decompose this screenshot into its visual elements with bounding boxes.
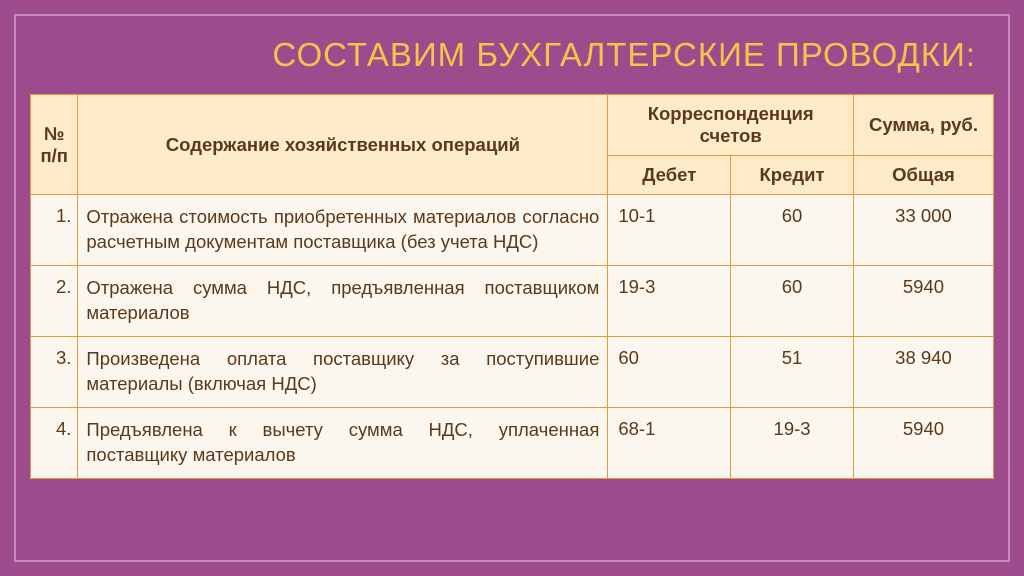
cell-credit: 60: [731, 265, 854, 336]
cell-debit: 10-1: [608, 195, 731, 266]
cell-sum: 5940: [853, 265, 993, 336]
cell-credit: 19-3: [731, 407, 854, 478]
table-row: 1. Отражена стоимость приобретенных мате…: [31, 195, 994, 266]
cell-debit: 19-3: [608, 265, 731, 336]
table-row: 4. Предъявлена к вычету сумма НДС, уплач…: [31, 407, 994, 478]
cell-sum: 5940: [853, 407, 993, 478]
cell-num: 2.: [31, 265, 78, 336]
col-header-sum: Сумма, руб.: [853, 95, 993, 156]
cell-num: 3.: [31, 336, 78, 407]
table-row: 3. Произведена оплата поставщику за пост…: [31, 336, 994, 407]
cell-sum: 33 000: [853, 195, 993, 266]
entries-table-container: № п/п Содержание хозяйственных операций …: [30, 94, 994, 479]
cell-desc: Отражена сумма НДС, предъявленная постав…: [78, 265, 608, 336]
col-header-credit: Кредит: [731, 156, 854, 195]
col-header-total: Общая: [853, 156, 993, 195]
cell-desc: Предъявлена к вычету сумма НДС, уплаченн…: [78, 407, 608, 478]
cell-desc: Отражена стоимость приобретенных материа…: [78, 195, 608, 266]
col-header-debit: Дебет: [608, 156, 731, 195]
col-header-desc: Содержание хозяйственных операций: [78, 95, 608, 195]
cell-debit: 60: [608, 336, 731, 407]
cell-credit: 51: [731, 336, 854, 407]
cell-desc: Произведена оплата поставщику за поступи…: [78, 336, 608, 407]
cell-num: 1.: [31, 195, 78, 266]
cell-sum: 38 940: [853, 336, 993, 407]
entries-table: № п/п Содержание хозяйственных операций …: [30, 94, 994, 479]
cell-debit: 68-1: [608, 407, 731, 478]
cell-credit: 60: [731, 195, 854, 266]
cell-num: 4.: [31, 407, 78, 478]
table-row: 2. Отражена сумма НДС, предъявленная пос…: [31, 265, 994, 336]
slide-title: СОСТАВИМ БУХГАЛТЕРСКИЕ ПРОВОДКИ:: [272, 36, 976, 74]
col-header-corr: Корреспонденция счетов: [608, 95, 854, 156]
col-header-num: № п/п: [31, 95, 78, 195]
